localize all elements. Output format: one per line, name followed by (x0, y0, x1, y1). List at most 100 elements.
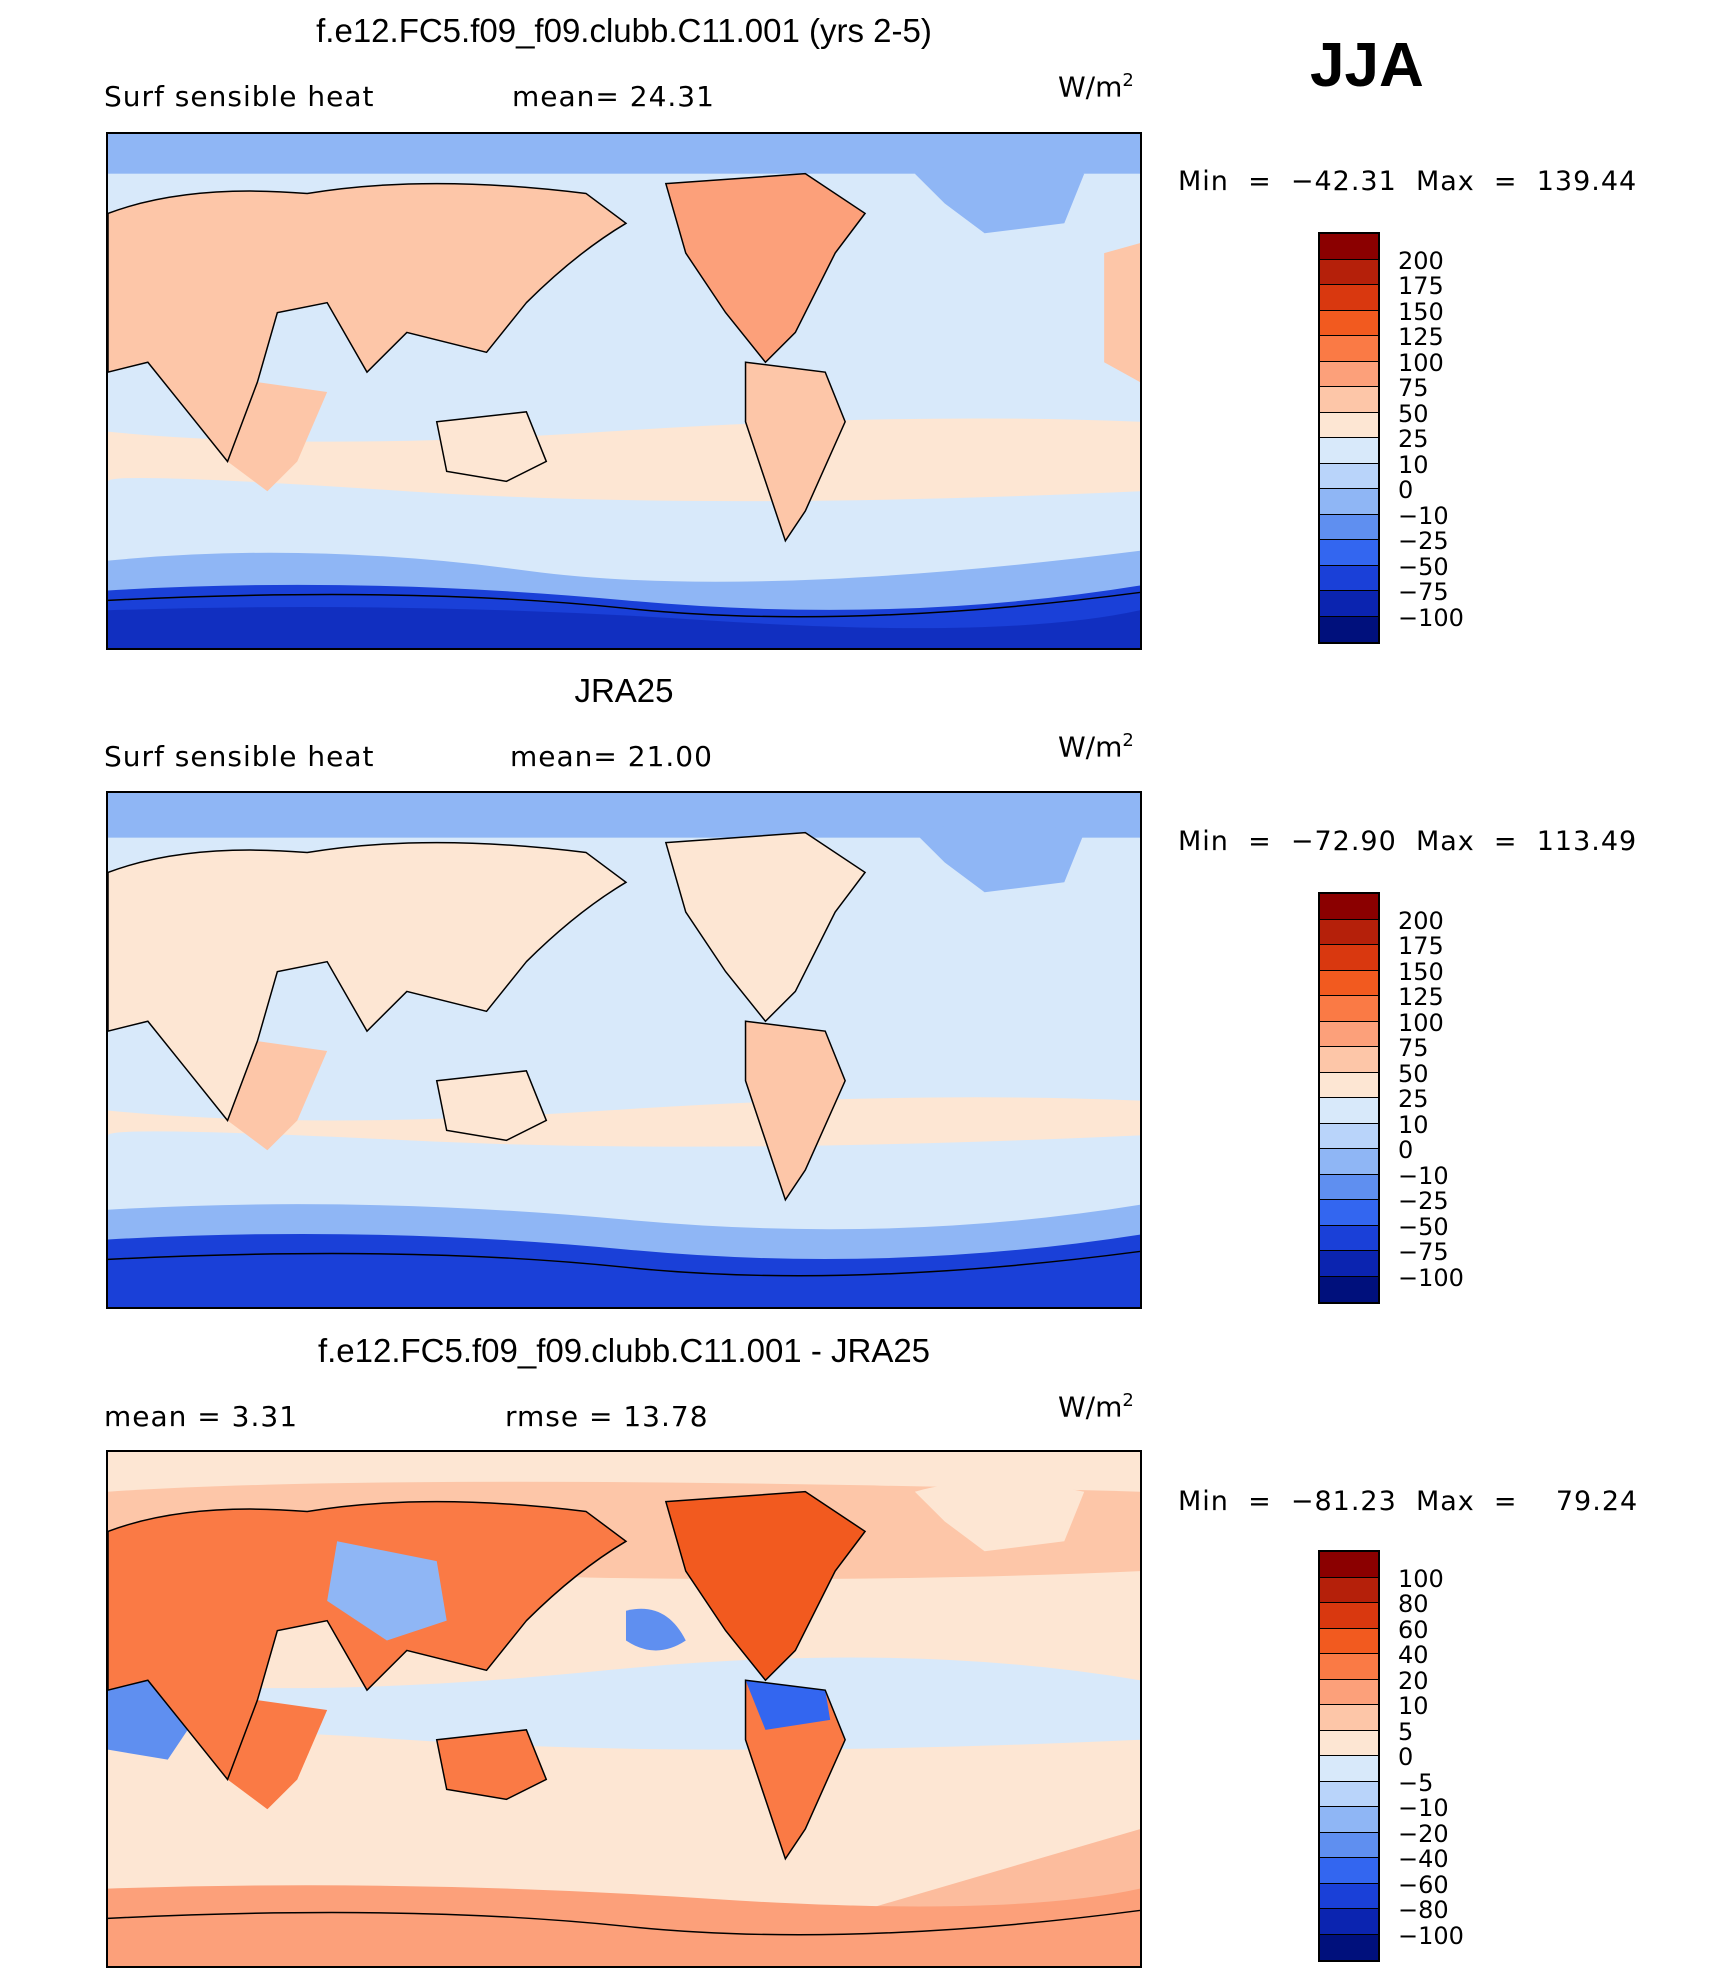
colorbar-label: 80 (1398, 1590, 1429, 1618)
colorbar-swatch (1320, 1098, 1378, 1124)
colorbar-swatch (1320, 1705, 1378, 1731)
colorbar-swatch (1320, 1047, 1378, 1073)
colorbar-label: 40 (1398, 1641, 1429, 1669)
colorbar-label: 25 (1398, 425, 1429, 453)
panel-2-colorbar (1318, 892, 1380, 1304)
colorbar-swatch (1320, 1251, 1378, 1277)
colorbar-swatch (1320, 540, 1378, 566)
colorbar-swatch (1320, 489, 1378, 515)
colorbar-label: −50 (1398, 552, 1449, 581)
colorbar-swatch (1320, 616, 1378, 642)
panel-2-variable-label: Surf sensible heat (104, 740, 375, 773)
colorbar-label: −100 (1398, 603, 1464, 632)
colorbar-label: 75 (1398, 1034, 1429, 1062)
colorbar-swatch (1320, 1909, 1378, 1935)
panel-3-map (106, 1450, 1142, 1968)
colorbar-label: −100 (1398, 1263, 1464, 1292)
colorbar-swatch (1320, 591, 1378, 617)
colorbar-label: 150 (1398, 297, 1444, 326)
colorbar-swatch (1320, 259, 1378, 285)
colorbar-swatch (1320, 1149, 1378, 1175)
panel-1-map (106, 132, 1142, 650)
colorbar-label: 125 (1398, 983, 1444, 1011)
colorbar-label: 0 (1398, 476, 1414, 504)
colorbar-swatch (1320, 438, 1378, 464)
colorbar-label: −10 (1398, 1161, 1449, 1190)
colorbar-swatch (1320, 1276, 1378, 1302)
panel-3-mean-label: mean = 3.31 (104, 1400, 299, 1433)
colorbar-swatch (1320, 387, 1378, 413)
panel-3-map-svg (108, 1452, 1140, 1966)
panel-1-variable-label: Surf sensible heat (104, 80, 375, 113)
season-label: JJA (1310, 31, 1424, 100)
colorbar-swatch (1320, 412, 1378, 438)
panel-3-rmse-label: rmse = 13.78 (505, 1400, 709, 1433)
colorbar-label: −20 (1398, 1819, 1449, 1848)
colorbar-label: 10 (1398, 1692, 1429, 1720)
panel-1-title: f.e12.FC5.f09_f09.clubb.C11.001 (yrs 2-5… (316, 12, 932, 49)
colorbar-label: 50 (1398, 399, 1429, 428)
colorbar-swatch (1320, 1552, 1378, 1578)
colorbar-swatch (1320, 1832, 1378, 1858)
colorbar-label: 100 (1398, 1564, 1444, 1593)
colorbar-swatch (1320, 1577, 1378, 1603)
colorbar-swatch (1320, 1021, 1378, 1047)
colorbar-swatch (1320, 234, 1378, 260)
colorbar-swatch (1320, 463, 1378, 489)
colorbar-label: 5 (1398, 1717, 1414, 1746)
colorbar-swatch (1320, 361, 1378, 387)
colorbar-label: 60 (1398, 1615, 1429, 1644)
colorbar-swatch (1320, 1225, 1378, 1251)
colorbar-label: 200 (1398, 246, 1444, 275)
colorbar-label: 175 (1398, 272, 1444, 300)
colorbar-label: −10 (1398, 501, 1449, 530)
colorbar-swatch (1320, 1934, 1378, 1960)
colorbar-label: 0 (1398, 1136, 1414, 1164)
colorbar-label: 10 (1398, 1110, 1429, 1139)
colorbar-label: 20 (1398, 1666, 1429, 1695)
colorbar-swatch (1320, 1603, 1378, 1629)
colorbar-swatch (1320, 945, 1378, 971)
colorbar-swatch (1320, 970, 1378, 996)
colorbar-label: 125 (1398, 323, 1444, 351)
colorbar-label: 200 (1398, 906, 1444, 935)
colorbar-swatch (1320, 1200, 1378, 1226)
colorbar-swatch (1320, 1883, 1378, 1909)
panel-1-units: W/m2 (1058, 70, 1134, 104)
colorbar-swatch (1320, 1730, 1378, 1756)
colorbar-label: −60 (1398, 1870, 1449, 1899)
colorbar-label: −75 (1398, 1238, 1449, 1266)
colorbar-swatch (1320, 1123, 1378, 1149)
panel-2-map-svg (108, 793, 1140, 1307)
colorbar-label: −5 (1398, 1768, 1434, 1797)
panel-2-map (106, 791, 1142, 1309)
panel-3-colorbar (1318, 1550, 1380, 1962)
colorbar-swatch (1320, 996, 1378, 1022)
colorbar-label: −75 (1398, 578, 1449, 606)
colorbar-swatch (1320, 565, 1378, 591)
colorbar-swatch (1320, 1174, 1378, 1200)
colorbar-label: −25 (1398, 527, 1449, 555)
colorbar-swatch (1320, 1781, 1378, 1807)
colorbar-swatch (1320, 894, 1378, 920)
colorbar-label: 50 (1398, 1059, 1429, 1088)
colorbar-swatch (1320, 1628, 1378, 1654)
colorbar-label: 0 (1398, 1743, 1414, 1771)
colorbar-label: 175 (1398, 932, 1444, 960)
panel-2-mean-label: mean= 21.00 (510, 740, 713, 773)
panel-2-title: JRA25 (574, 672, 674, 709)
colorbar-swatch (1320, 514, 1378, 540)
colorbar-label: −100 (1398, 1921, 1464, 1950)
panel-1-minmax: Min = −42.31 Max = 139.44 (1178, 166, 1638, 197)
colorbar-label: 10 (1398, 450, 1429, 479)
panel-1-map-svg (108, 134, 1140, 648)
colorbar-swatch (1320, 1654, 1378, 1680)
panel-3-minmax: Min = −81.23 Max = 79.24 (1178, 1486, 1639, 1517)
colorbar-swatch (1320, 310, 1378, 336)
panel-2-minmax: Min = −72.90 Max = 113.49 (1178, 826, 1638, 857)
panel-3-title: f.e12.FC5.f09_f09.clubb.C11.001 - JRA25 (317, 1332, 931, 1369)
colorbar-swatch (1320, 285, 1378, 311)
colorbar-swatch (1320, 1858, 1378, 1884)
panel-1-colorbar (1318, 232, 1380, 644)
panel-3-units: W/m2 (1058, 1390, 1134, 1424)
